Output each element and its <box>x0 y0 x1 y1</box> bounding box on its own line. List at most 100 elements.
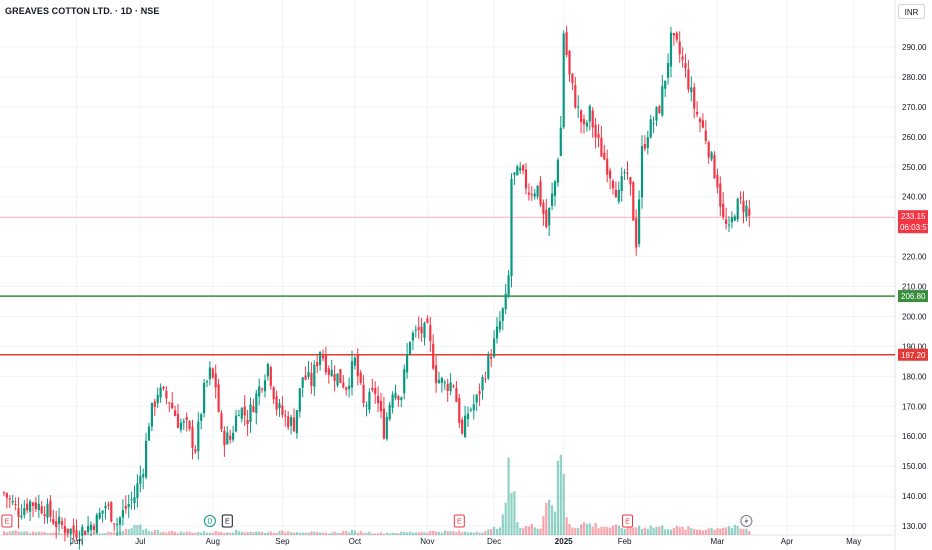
candle[interactable] <box>522 164 525 175</box>
candle[interactable] <box>417 316 420 339</box>
candle[interactable] <box>258 378 261 406</box>
candle[interactable] <box>524 163 528 195</box>
candle[interactable] <box>275 390 278 416</box>
candle[interactable] <box>388 401 391 422</box>
candle[interactable] <box>232 426 235 443</box>
currency-badge[interactable]: INR <box>898 4 925 19</box>
candle[interactable] <box>118 516 122 536</box>
candle[interactable] <box>95 512 98 534</box>
candle[interactable] <box>133 485 136 510</box>
candle[interactable] <box>725 207 728 230</box>
candle[interactable] <box>87 515 90 534</box>
candle[interactable] <box>672 32 675 46</box>
candle[interactable] <box>609 167 612 190</box>
candle[interactable] <box>745 199 748 222</box>
candle[interactable] <box>49 495 52 522</box>
candle[interactable] <box>414 325 417 338</box>
candle[interactable] <box>675 31 678 43</box>
candle[interactable] <box>565 25 568 58</box>
candle[interactable] <box>176 403 180 429</box>
candlestick-series[interactable] <box>2 25 751 550</box>
candle[interactable] <box>17 497 20 529</box>
candle[interactable] <box>23 499 26 519</box>
candle[interactable] <box>484 371 487 383</box>
candle[interactable] <box>513 172 516 186</box>
candle[interactable] <box>577 95 580 118</box>
candle[interactable] <box>116 517 119 537</box>
candle[interactable] <box>208 361 211 386</box>
candle[interactable] <box>58 507 61 532</box>
candle[interactable] <box>684 53 687 78</box>
candle[interactable] <box>406 343 409 379</box>
candle[interactable] <box>719 176 722 216</box>
candle[interactable] <box>301 377 304 398</box>
candle[interactable] <box>542 199 545 226</box>
candle[interactable] <box>632 180 635 221</box>
candle[interactable] <box>678 31 681 63</box>
candle[interactable] <box>121 499 124 526</box>
candle[interactable] <box>516 164 519 176</box>
candle[interactable] <box>591 107 594 138</box>
candle[interactable] <box>145 432 148 480</box>
candle[interactable] <box>481 374 484 400</box>
candle[interactable] <box>748 199 751 227</box>
candle[interactable] <box>490 348 493 368</box>
candle[interactable] <box>707 140 710 164</box>
candle[interactable] <box>278 398 281 417</box>
candle[interactable] <box>272 386 275 405</box>
candle[interactable] <box>200 412 203 430</box>
candle[interactable] <box>545 198 548 229</box>
candle[interactable] <box>397 395 400 408</box>
candle[interactable] <box>226 426 229 445</box>
candle[interactable] <box>75 519 78 542</box>
candle[interactable] <box>98 507 101 520</box>
candle[interactable] <box>655 106 658 127</box>
candle[interactable] <box>359 369 362 385</box>
candle[interactable] <box>464 405 467 438</box>
candle[interactable] <box>174 405 177 417</box>
candle[interactable] <box>307 360 310 380</box>
earnings-marker[interactable]: E <box>453 514 465 528</box>
candle[interactable] <box>11 495 14 506</box>
candle[interactable] <box>107 501 110 510</box>
candle[interactable] <box>69 527 72 546</box>
candle[interactable] <box>449 373 452 396</box>
candle[interactable] <box>205 379 209 388</box>
candle[interactable] <box>553 180 557 207</box>
candle[interactable] <box>466 406 470 427</box>
candle[interactable] <box>110 501 113 523</box>
candle[interactable] <box>478 383 481 406</box>
candle[interactable] <box>333 365 336 392</box>
candle[interactable] <box>559 116 562 157</box>
candle[interactable] <box>603 144 606 161</box>
candle[interactable] <box>643 135 646 152</box>
candle[interactable] <box>382 396 385 440</box>
candle[interactable] <box>437 371 441 384</box>
candle[interactable] <box>194 445 197 455</box>
candle[interactable] <box>594 117 597 149</box>
candle[interactable] <box>223 426 226 457</box>
candle[interactable] <box>55 510 58 539</box>
candle[interactable] <box>400 396 403 408</box>
candle[interactable] <box>165 386 168 405</box>
candle[interactable] <box>345 386 348 396</box>
candle[interactable] <box>693 82 696 119</box>
candle[interactable] <box>266 362 269 381</box>
candle[interactable] <box>507 269 510 299</box>
candle[interactable] <box>92 523 95 534</box>
candle[interactable] <box>2 491 6 497</box>
lightning-icon[interactable] <box>740 515 753 527</box>
earnings-marker[interactable]: E <box>1 514 13 528</box>
candle[interactable] <box>698 116 702 133</box>
candle[interactable] <box>66 528 69 538</box>
candle[interactable] <box>385 412 388 441</box>
candle[interactable] <box>588 104 591 131</box>
dividend-marker[interactable]: D <box>203 515 216 527</box>
candle[interactable] <box>281 396 284 418</box>
candle[interactable] <box>408 341 412 356</box>
candle[interactable] <box>8 495 11 509</box>
candle[interactable] <box>458 393 461 428</box>
candle[interactable] <box>63 517 66 542</box>
candle[interactable] <box>81 524 84 546</box>
